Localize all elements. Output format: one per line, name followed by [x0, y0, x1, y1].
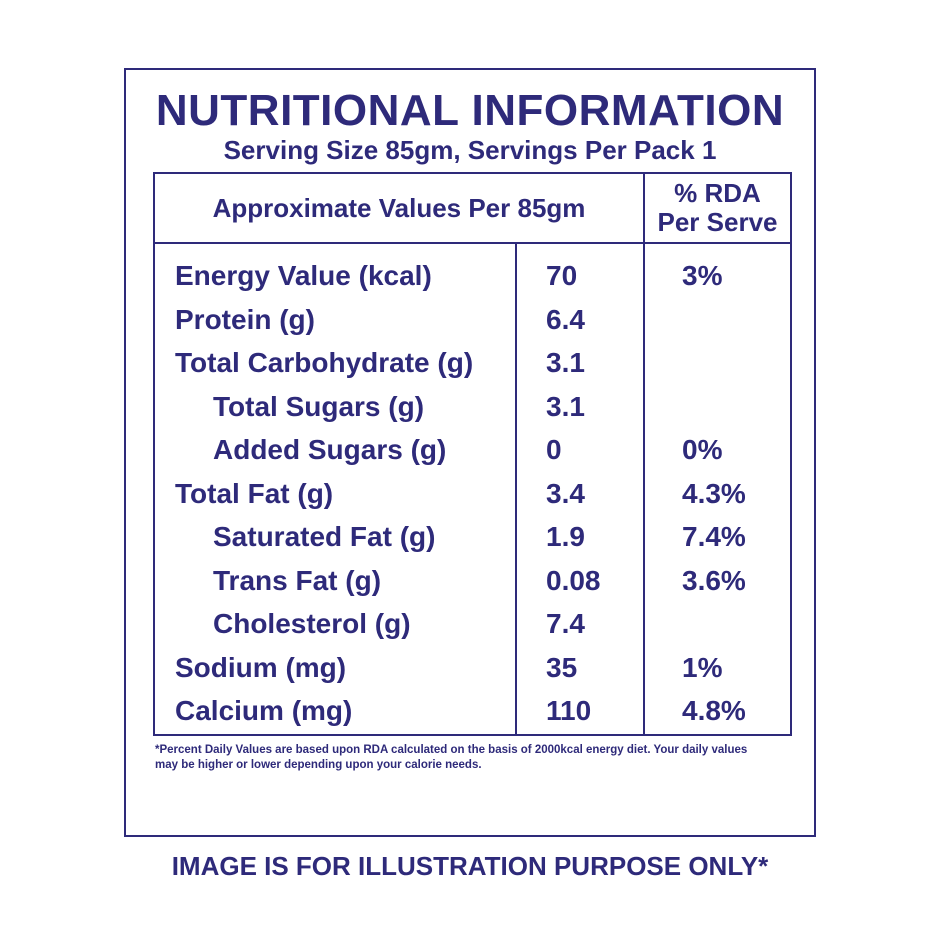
table-row-saturated-fat: Saturated Fat (g) 1.9 7.4% — [155, 515, 790, 559]
header-rda-line2: Per Serve — [657, 207, 778, 237]
table-row-cholesterol: Cholesterol (g) 7.4 — [155, 602, 790, 646]
nutrition-panel: NUTRITIONAL INFORMATION Serving Size 85g… — [124, 68, 816, 837]
header-rda: % RDA Per Serve — [645, 179, 790, 237]
nutrient-value: 0.08 — [546, 564, 601, 596]
footnote-line1: *Percent Daily Values are based upon RDA… — [155, 744, 748, 756]
nutrient-name: Protein (g) — [175, 303, 315, 335]
table-row-added-sugars: Added Sugars (g) 0 0% — [155, 428, 790, 472]
nutrient-rda: 3% — [682, 260, 723, 291]
nutrient-name: Cholesterol (g) — [213, 608, 411, 639]
nutrient-rda: 4.8% — [682, 695, 746, 726]
footnote-line2: may be higher or lower depending upon yo… — [155, 759, 482, 771]
header-rda-line1: % RDA — [674, 178, 761, 208]
nutrient-value: 6.4 — [546, 303, 585, 335]
nutrient-value: 1.9 — [546, 521, 585, 552]
table-row-energy: Energy Value (kcal) 70 3% — [155, 254, 790, 298]
table-row-total-sugars: Total Sugars (g) 3.1 — [155, 385, 790, 429]
column-divider-values — [515, 244, 517, 734]
nutrient-rda: 3.6% — [682, 564, 746, 596]
nutrient-value: 35 — [546, 651, 578, 683]
nutrient-rda: 4.3% — [682, 477, 746, 509]
table-row-protein: Protein (g) 6.4 — [155, 298, 790, 342]
nutrient-value: 3.1 — [546, 347, 585, 378]
page-title: NUTRITIONAL INFORMATION — [155, 86, 785, 135]
nutrient-value: 3.4 — [546, 477, 585, 509]
table-row-total-fat: Total Fat (g) 3.4 4.3% — [155, 472, 790, 516]
nutrient-name: Energy Value (kcal) — [175, 260, 432, 291]
table-row-total-carbohydrate: Total Carbohydrate (g) 3.1 — [155, 341, 790, 385]
nutrient-value: 110 — [546, 695, 592, 726]
nutrient-name: Saturated Fat (g) — [213, 521, 436, 552]
serving-info: Serving Size 85gm, Servings Per Pack 1 — [223, 135, 717, 165]
nutrient-name: Calcium (mg) — [175, 695, 353, 726]
nutrient-value: 70 — [546, 260, 578, 291]
footnote: *Percent Daily Values are based upon RDA… — [155, 743, 795, 773]
nutrient-value: 0 — [546, 434, 562, 465]
table-row-sodium: Sodium (mg) 35 1% — [155, 646, 790, 690]
illustration-disclaimer: IMAGE IS FOR ILLUSTRATION PURPOSE ONLY* — [171, 851, 769, 881]
nutrient-name: Added Sugars (g) — [213, 434, 447, 465]
nutrient-rda: 1% — [682, 651, 723, 683]
nutrient-rda: 0% — [682, 434, 723, 465]
nutrient-name: Total Fat (g) — [175, 477, 334, 509]
nutrient-name: Total Sugars (g) — [213, 390, 425, 422]
table-row-trans-fat: Trans Fat (g) 0.08 3.6% — [155, 559, 790, 603]
table-row-calcium: Calcium (mg) 110 4.8% — [155, 689, 790, 733]
header-divider — [155, 242, 790, 244]
nutrient-value: 7.4 — [546, 608, 585, 639]
nutrient-rda: 7.4% — [682, 521, 746, 552]
nutrient-name: Sodium (mg) — [175, 651, 347, 683]
nutrient-name: Total Carbohydrate (g) — [175, 347, 474, 378]
nutrient-value: 3.1 — [546, 390, 585, 422]
nutrient-name: Trans Fat (g) — [213, 564, 382, 596]
nutrient-rows: Energy Value (kcal) 70 3% Protein (g) 6.… — [155, 254, 790, 733]
nutrition-table: Approximate Values Per 85gm % RDA Per Se… — [153, 172, 792, 736]
column-divider-rda — [643, 174, 645, 734]
header-approximate-values: Approximate Values Per 85gm — [212, 193, 586, 223]
